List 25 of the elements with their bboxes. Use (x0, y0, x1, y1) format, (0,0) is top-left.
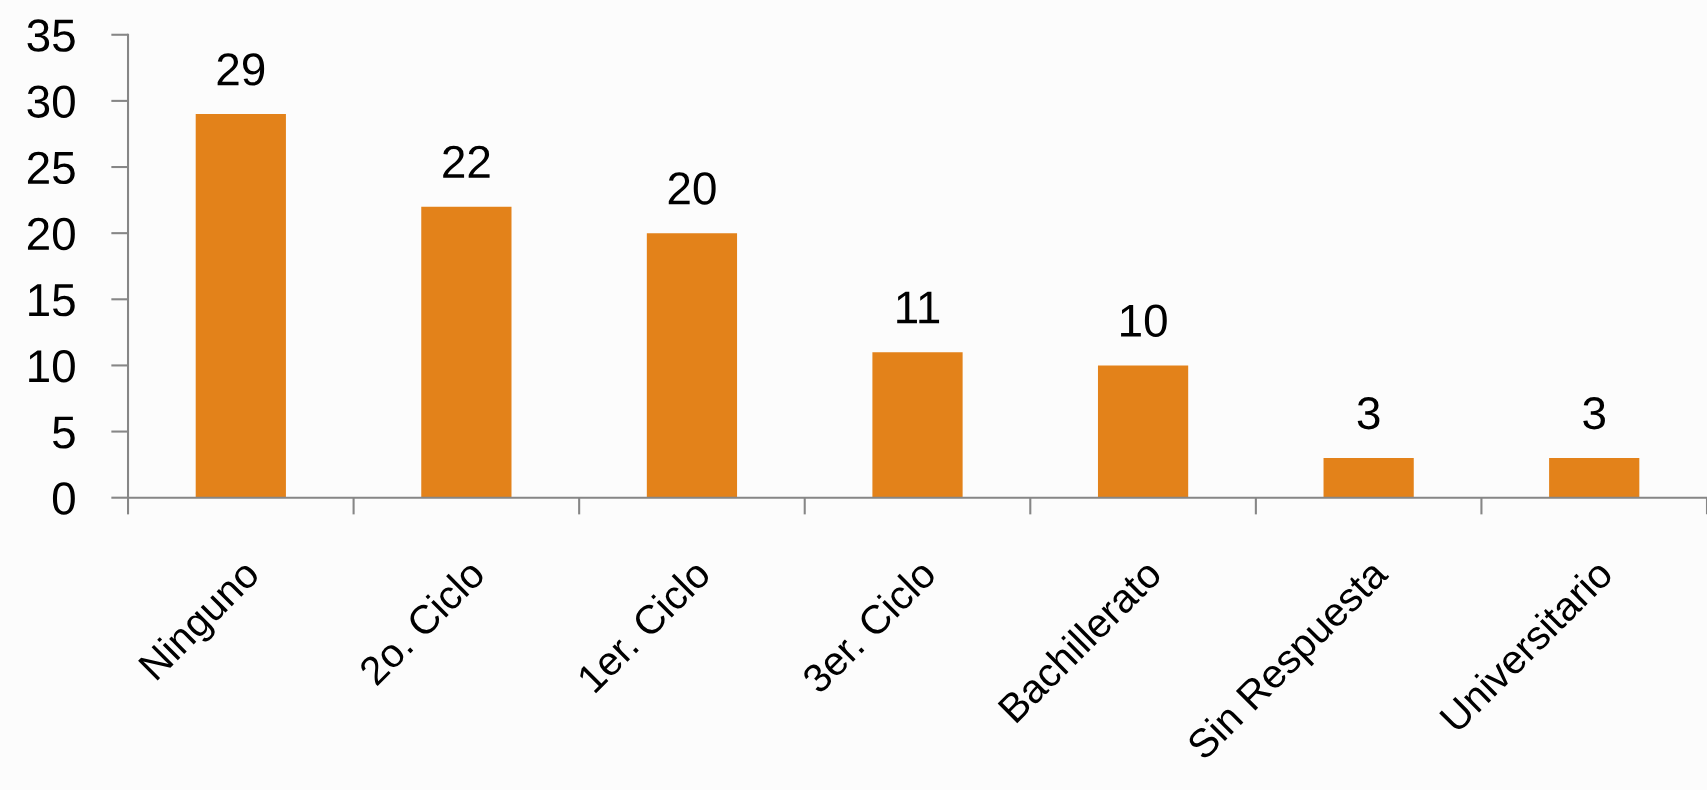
bar (1097, 365, 1189, 498)
x-tick-label: 1er. Ciclo (575, 557, 712, 694)
data-label: 3 (1357, 397, 1380, 430)
data-label: 3 (1583, 397, 1605, 430)
bar (872, 352, 963, 498)
data-label: 22 (443, 145, 490, 178)
y-tick-label: 20 (27, 217, 75, 251)
bar (646, 233, 738, 498)
bar (1549, 458, 1640, 498)
data-label: 29 (217, 53, 265, 86)
y-tick-label: 0 (52, 482, 75, 515)
y-tick-label: 25 (27, 151, 75, 185)
bar (421, 206, 512, 498)
data-label: 10 (1121, 304, 1167, 337)
bar (1323, 458, 1414, 498)
data-label: 11 (897, 291, 940, 324)
x-tick-label: 3er. Ciclo (799, 557, 938, 695)
y-tick-label: 15 (29, 284, 75, 317)
y-tick-label: 35 (27, 19, 75, 52)
x-tick-label: 2o. Ciclo (357, 557, 487, 687)
y-tick-label: 5 (52, 416, 75, 449)
y-tick-label: 10 (29, 350, 75, 383)
y-tick-label: 30 (27, 85, 75, 118)
bar (195, 114, 286, 498)
data-label: 20 (668, 172, 716, 205)
